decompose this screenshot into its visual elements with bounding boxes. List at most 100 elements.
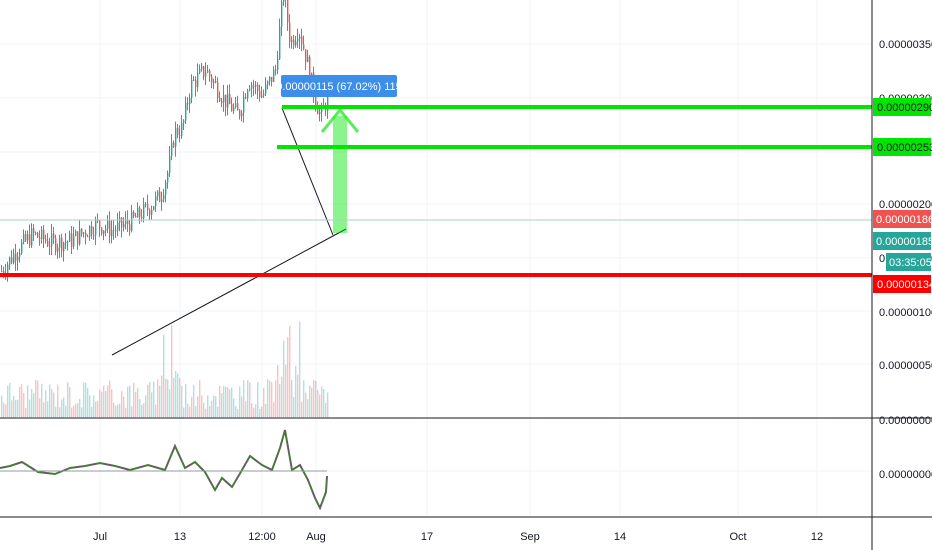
volume-bar xyxy=(239,386,241,417)
candle-body xyxy=(303,44,305,50)
volume-bar xyxy=(265,403,267,417)
volume-bars xyxy=(1,321,329,417)
volume-bar xyxy=(131,406,133,417)
candle-body xyxy=(61,237,63,252)
volume-bar xyxy=(39,398,41,417)
candle-body xyxy=(267,81,269,85)
candle-body xyxy=(183,120,185,123)
volume-bar xyxy=(205,408,207,417)
volume-bar xyxy=(101,391,103,417)
candle-body xyxy=(123,224,125,228)
volume-bar xyxy=(273,402,275,417)
candle-body xyxy=(85,232,87,237)
candle-body xyxy=(63,242,65,252)
volume-bar xyxy=(175,370,177,417)
volume-bar xyxy=(139,398,141,417)
volume-bar xyxy=(1,395,3,417)
candle-body xyxy=(17,256,19,261)
candle-body xyxy=(45,239,47,241)
candle-body xyxy=(129,224,131,231)
volume-bar xyxy=(283,340,285,417)
volume-bar xyxy=(251,403,253,417)
volume-bar xyxy=(113,402,115,417)
candle-body xyxy=(103,230,105,234)
volume-bar xyxy=(59,407,61,417)
candle-body xyxy=(165,182,167,195)
time-tick-label: Oct xyxy=(729,531,746,543)
candle-body xyxy=(11,257,13,263)
volume-bar xyxy=(123,396,125,417)
candle-body xyxy=(209,70,211,77)
candle-body xyxy=(3,271,5,274)
candle-body xyxy=(93,234,95,236)
candle-body xyxy=(29,234,31,246)
volume-bar xyxy=(141,404,143,417)
candle-body xyxy=(95,220,97,236)
candle-body xyxy=(215,80,217,83)
volume-bar xyxy=(129,385,131,417)
measure-label-box xyxy=(281,75,397,97)
volume-bar xyxy=(3,402,5,417)
candle-body xyxy=(99,220,101,228)
volume-bar xyxy=(303,380,305,417)
volume-bar xyxy=(45,390,47,417)
volume-bar xyxy=(263,387,265,417)
volume-bar xyxy=(307,399,309,417)
volume-bar xyxy=(163,334,165,417)
volume-bar xyxy=(51,389,53,417)
volume-bar xyxy=(237,408,239,417)
candle-body xyxy=(291,39,293,43)
volume-bar xyxy=(109,380,111,417)
candle-body xyxy=(191,79,193,98)
time-tick-label: 12 xyxy=(811,531,823,543)
price-tick-label: 0.00000000 xyxy=(879,415,932,427)
candle-body xyxy=(241,112,243,117)
volume-bar xyxy=(135,391,137,417)
volume-bar xyxy=(255,404,257,417)
candle-body xyxy=(33,228,35,233)
volume-bar xyxy=(301,401,303,417)
volume-bar xyxy=(295,365,297,417)
price-tick-label: 0.00000050 xyxy=(879,360,932,372)
candle-body xyxy=(77,231,79,245)
volume-bar xyxy=(19,386,21,417)
volume-bar xyxy=(83,382,85,417)
volume-bar xyxy=(279,384,281,417)
candle-body xyxy=(149,210,151,215)
oscillator-pane xyxy=(0,429,328,511)
volume-bar xyxy=(319,394,321,417)
candle-body xyxy=(115,230,117,232)
candle-body xyxy=(35,232,37,234)
volume-bar xyxy=(155,404,157,417)
candle-body xyxy=(259,90,261,98)
volume-bar xyxy=(125,408,127,417)
candle-body xyxy=(185,102,187,121)
candle-body xyxy=(65,242,67,244)
candle-body xyxy=(117,222,119,231)
volume-bar xyxy=(215,396,217,417)
volume-bar xyxy=(7,385,9,417)
candle-body xyxy=(227,93,229,108)
volume-bar xyxy=(189,406,191,417)
candle-body xyxy=(309,56,311,83)
volume-bar xyxy=(41,383,43,417)
candle-body xyxy=(27,234,29,241)
volume-bar xyxy=(191,396,193,417)
volume-bar xyxy=(157,379,159,417)
candle-body xyxy=(163,194,165,200)
volume-bar xyxy=(119,403,121,417)
candle-body xyxy=(141,216,143,219)
volume-bar xyxy=(199,379,201,417)
volume-bar xyxy=(225,386,227,417)
candle-body xyxy=(83,232,85,234)
candle-body xyxy=(23,234,25,242)
volume-bar xyxy=(223,386,225,417)
volume-bar xyxy=(137,387,139,417)
candle-body xyxy=(247,90,249,99)
candle-body xyxy=(175,127,177,147)
candle-body xyxy=(19,253,21,257)
candle-body xyxy=(113,229,115,231)
candle-body xyxy=(251,85,253,89)
candle-body xyxy=(79,228,81,245)
